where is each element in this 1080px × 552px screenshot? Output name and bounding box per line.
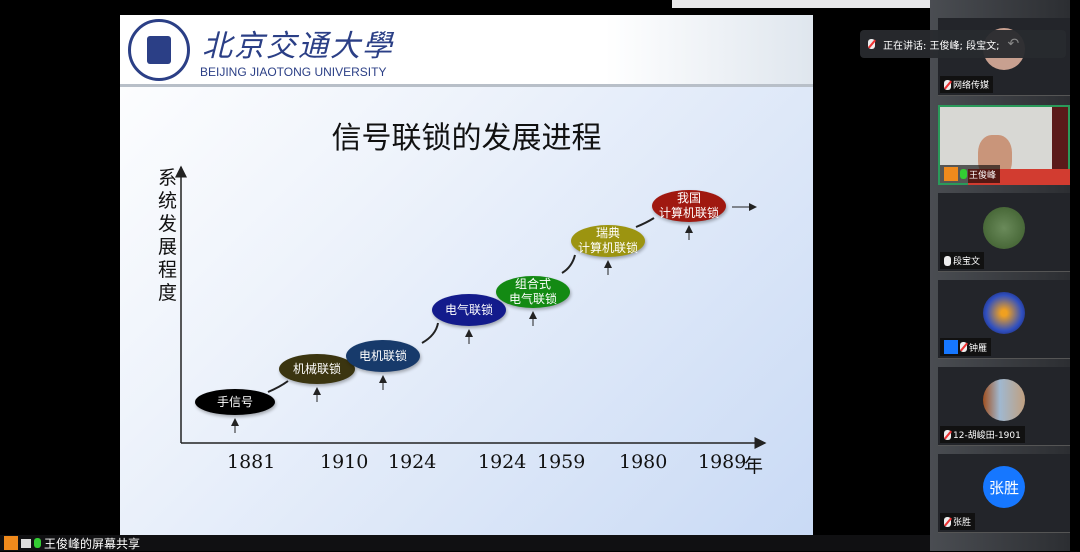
stage-label: 电机联锁 xyxy=(358,348,407,363)
top-strip xyxy=(672,0,1070,8)
participant-panel: 网络传媒 王俊峰 段宝文 钟雁 12-胡峻田-1901 张胜 张胜 xyxy=(930,0,1070,551)
speaking-text: 正在讲话: 王俊峰; 段宝文; xyxy=(883,40,1000,52)
stage-label: 手信号 xyxy=(216,394,253,409)
slide-header: 北京交通大學 BEIJING JIAOTONG UNIVERSITY xyxy=(120,15,813,87)
participant-name: 段宝文 xyxy=(953,257,981,267)
mic-muted-icon[interactable] xyxy=(868,39,875,49)
mic-icon xyxy=(944,255,951,266)
connector xyxy=(267,380,289,393)
stage-label: 电气联锁 xyxy=(508,292,557,306)
mic-on-icon xyxy=(960,169,967,179)
shared-slide: 北京交通大學 BEIJING JIAOTONG UNIVERSITY 信号联锁的… xyxy=(120,15,813,535)
stage-label: 组合式 xyxy=(514,277,551,291)
year-label: 1924 xyxy=(388,451,437,473)
university-seal-logo xyxy=(128,19,190,81)
stage-ellipse: 电气联锁 xyxy=(432,294,506,326)
mic-muted-icon xyxy=(944,79,951,90)
collapse-icon[interactable]: ↶ xyxy=(1007,36,1020,52)
stage-ellipse: 电机联锁 xyxy=(346,340,420,372)
stage-ellipse: 瑞典 计算机联锁 xyxy=(571,225,645,257)
connector xyxy=(561,254,576,274)
logo-chinese: 北京交通大學 xyxy=(202,29,394,64)
avatar xyxy=(983,207,1025,249)
participant-name: 张胜 xyxy=(953,518,972,528)
participant-tile[interactable]: 钟雁 xyxy=(938,280,1070,359)
stage-label: 电气联锁 xyxy=(444,302,493,317)
mic-muted-icon xyxy=(944,516,951,527)
stage-ellipse: 机械联锁 xyxy=(279,354,355,384)
year-label: 1881 xyxy=(227,451,276,473)
participant-name: 钟雁 xyxy=(969,343,988,354)
participant-tile[interactable]: 段宝文 xyxy=(938,193,1070,272)
user-icon xyxy=(944,340,958,354)
stage-label: 计算机联锁 xyxy=(577,241,638,255)
y-axis-label: 系统发展程度 xyxy=(158,167,178,304)
screen-share-label: 王俊峰的屏幕共享 xyxy=(4,535,140,551)
host-icon xyxy=(4,536,18,550)
participant-name: 12-胡峻田-1901 xyxy=(953,431,1021,441)
mic-muted-icon xyxy=(944,429,951,440)
participant-tile-active[interactable]: 王俊峰 xyxy=(938,105,1070,185)
host-icon xyxy=(944,167,958,181)
bottom-bar xyxy=(0,535,930,551)
stage-label: 计算机联锁 xyxy=(658,206,719,220)
stage-ellipse: 我国 计算机联锁 xyxy=(652,190,726,222)
stage-label: 机械联锁 xyxy=(292,361,341,376)
avatar: 张胜 xyxy=(983,466,1025,508)
year-label: 1959 xyxy=(537,451,586,473)
year-label: 1980 xyxy=(619,451,668,473)
participant-tile[interactable]: 张胜 张胜 xyxy=(938,454,1070,533)
year-label: 1989 xyxy=(698,451,747,473)
connector xyxy=(635,217,655,228)
stage-ellipse: 组合式 电气联锁 xyxy=(496,276,570,308)
year-label: 1910 xyxy=(320,451,369,473)
avatar xyxy=(983,379,1025,421)
mic-on-icon xyxy=(34,538,41,548)
connector xyxy=(421,322,439,344)
participant-name: 网络传媒 xyxy=(953,81,990,91)
x-axis-unit: 年 xyxy=(744,455,764,477)
logo-english: BEIJING JIAOTONG UNIVERSITY xyxy=(200,65,387,79)
stage-ellipse: 手信号 xyxy=(195,389,275,415)
screen-share-icon xyxy=(21,538,31,548)
stage-label: 我国 xyxy=(676,191,701,205)
stage-label: 瑞典 xyxy=(595,226,620,240)
timeline-diagram xyxy=(175,165,767,449)
participant-tile[interactable]: 12-胡峻田-1901 xyxy=(938,367,1070,446)
speaking-indicator: 正在讲话: 王俊峰; 段宝文; ↶ xyxy=(860,30,1066,58)
participant-name: 王俊峰 xyxy=(969,170,997,181)
mic-muted-icon xyxy=(960,342,967,352)
slide-title: 信号联锁的发展进程 xyxy=(331,121,602,156)
year-label: 1924 xyxy=(478,451,527,473)
avatar xyxy=(983,292,1025,334)
